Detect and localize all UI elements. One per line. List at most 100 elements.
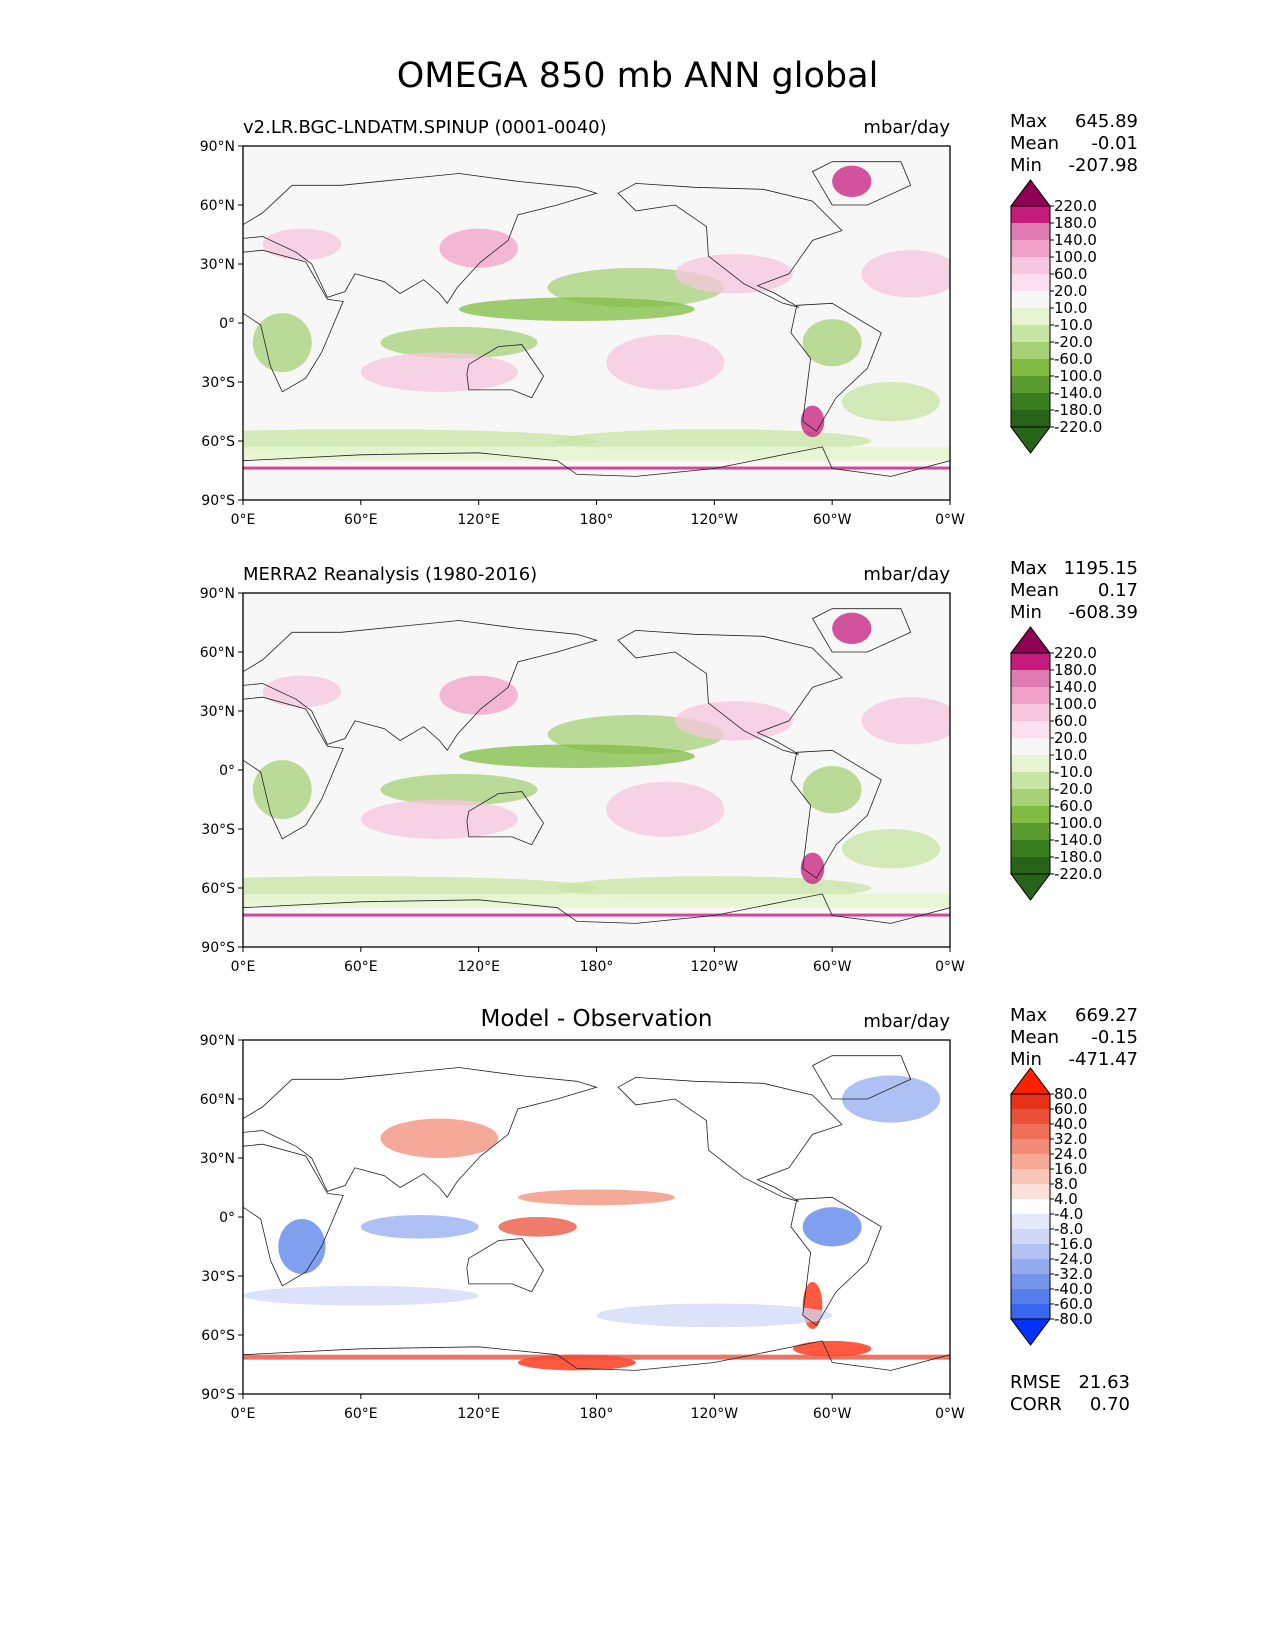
field-patch <box>439 228 518 268</box>
colorbar-label: 40.0 <box>1054 1115 1087 1133</box>
field-layer <box>243 165 950 470</box>
colorbar-label: 180.0 <box>1054 214 1097 232</box>
colorbar-band <box>1011 1154 1050 1169</box>
colorbar-label: 100.0 <box>1054 695 1097 713</box>
colorbar-label: -100.0 <box>1054 367 1102 385</box>
lon-tick-label: 120°E <box>457 1406 500 1422</box>
colorbar-band <box>1011 1139 1050 1154</box>
field-patch <box>243 446 950 461</box>
colorbar-label: 4.0 <box>1054 1190 1078 1208</box>
panel-units: mbar/day <box>863 1011 950 1032</box>
colorbar-frame <box>1010 205 1051 428</box>
field-patch <box>792 1340 872 1357</box>
colorbar-label: 8.0 <box>1054 1175 1078 1193</box>
coastline <box>790 749 882 879</box>
colorbar-band <box>1011 410 1050 427</box>
colorbar-label: -24.0 <box>1054 1250 1093 1268</box>
colorbar-band <box>1011 721 1050 738</box>
lon-tick-label: 120°E <box>457 959 500 975</box>
field-patch <box>606 334 725 390</box>
colorbar-band <box>1011 670 1050 687</box>
field-patch <box>841 829 941 869</box>
lon-tick-label: 0°E <box>231 512 256 528</box>
lat-tick-label: 30°S <box>201 1269 235 1285</box>
panel-units: mbar/day <box>863 564 950 585</box>
stat-value: -471.47 <box>1068 1049 1138 1070</box>
stat-label: Mean <box>1010 1027 1060 1048</box>
coastline <box>243 249 344 393</box>
stat-value: 1195.15 <box>1063 558 1138 579</box>
colorbar: 220.0180.0140.0100.060.020.010.0-10.0-20… <box>1010 179 1102 454</box>
colorbar-band <box>1011 738 1050 755</box>
field-patch <box>832 165 872 198</box>
colorbar-label: -10.0 <box>1054 763 1093 781</box>
colorbar-label: -4.0 <box>1054 1205 1083 1223</box>
field-patch <box>596 1303 833 1328</box>
lat-tick-label: 30°S <box>201 822 235 838</box>
colorbar-band <box>1011 1184 1050 1199</box>
colorbar-tip-min <box>1010 873 1051 901</box>
field-layer <box>243 1075 950 1371</box>
colorbar-band <box>1011 755 1050 772</box>
coastline <box>790 1196 882 1326</box>
lat-tick-label: 90°N <box>200 586 235 602</box>
field-patch <box>360 1215 479 1239</box>
lat-tick-label: 60°S <box>201 881 235 897</box>
field-patch <box>439 675 518 715</box>
stat-row-max: Max 669.27 <box>1010 1005 1138 1027</box>
colorbar-tip-max <box>1010 626 1051 654</box>
colorbar-label: 80.0 <box>1054 1085 1087 1103</box>
colorbar-band <box>1011 840 1050 857</box>
coastline <box>811 608 912 653</box>
colorbar-band <box>1011 857 1050 874</box>
stats-block: Max 1195.15 Mean 0.17 Min -608.39 <box>1010 558 1138 624</box>
colorbar-label: -16.0 <box>1054 1235 1093 1253</box>
colorbar: 80.060.040.032.024.016.08.04.0-4.0-8.0-1… <box>1010 1067 1093 1346</box>
coastline <box>617 629 843 755</box>
colorbar-band <box>1011 1229 1050 1244</box>
stat-value: 669.27 <box>1075 1005 1138 1026</box>
colorbar-band <box>1011 274 1050 291</box>
metric-value: 0.70 <box>1089 1394 1130 1415</box>
coastline <box>243 1143 344 1287</box>
field-patch <box>459 744 695 769</box>
field-patch <box>861 250 950 298</box>
coastline <box>811 161 912 206</box>
field-patch <box>278 1218 326 1275</box>
lat-tick-label: 0° <box>219 1210 235 1226</box>
lon-tick-label: 120°E <box>457 512 500 528</box>
colorbar-label: 220.0 <box>1054 644 1097 662</box>
field-layer <box>243 612 950 917</box>
lon-tick-label: 0°W <box>935 512 965 528</box>
field-patch <box>800 405 825 438</box>
field-patch <box>800 852 825 885</box>
colorbar-label: -20.0 <box>1054 780 1093 798</box>
colorbar-label: -60.0 <box>1054 350 1093 368</box>
stat-label: Mean <box>1010 580 1060 601</box>
stat-row-mean: Mean 0.17 <box>1010 580 1138 602</box>
field-patch <box>360 352 518 392</box>
colorbar-label: 20.0 <box>1054 729 1087 747</box>
colorbar-band <box>1011 1109 1050 1124</box>
field-patch <box>861 697 950 745</box>
lon-tick-label: 60°W <box>813 512 852 528</box>
coastline <box>466 1238 544 1293</box>
colorbar-band <box>1011 308 1050 325</box>
stat-label: Mean <box>1010 133 1060 154</box>
stat-label: Min <box>1010 155 1042 176</box>
metrics-block: RMSE 21.63 CORR 0.70 <box>1010 1372 1130 1416</box>
field-patch <box>252 760 312 820</box>
colorbar-label: -10.0 <box>1054 316 1093 334</box>
lat-tick-label: 30°N <box>200 257 235 273</box>
coastlines <box>243 608 950 947</box>
lon-tick-label: 120°W <box>691 959 739 975</box>
lat-tick-label: 90°N <box>200 1033 235 1049</box>
colorbar: 220.0180.0140.0100.060.020.010.0-10.0-20… <box>1010 626 1102 901</box>
panel-left-title: v2.LR.BGC-LNDATM.SPINUP (0001-0040) <box>243 117 607 138</box>
field-patch <box>841 382 941 422</box>
stat-value: -608.39 <box>1068 602 1138 623</box>
colorbar-label: -140.0 <box>1054 384 1102 402</box>
colorbar-tip-min <box>1010 1318 1051 1346</box>
lat-tick-label: 90°S <box>201 940 235 956</box>
field-patch <box>243 466 950 470</box>
